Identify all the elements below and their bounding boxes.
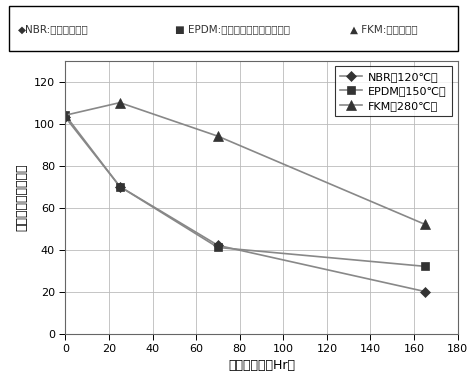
FKM（280℃） <box>117 100 123 105</box>
FKM（280℃） <box>422 222 428 227</box>
EPDM（150℃） <box>63 113 68 117</box>
EPDM（150℃） <box>422 264 428 269</box>
Line: FKM（280℃）: FKM（280℃） <box>61 98 430 229</box>
EPDM（150℃） <box>117 184 123 189</box>
Text: ▲ FKM:フッ素ゴム: ▲ FKM:フッ素ゴム <box>350 24 417 34</box>
Legend: NBR（120℃）, EPDM（150℃）, FKM（280℃）: NBR（120℃）, EPDM（150℃）, FKM（280℃） <box>334 66 452 116</box>
Text: ■ EPDM:エチレンプロピレンゴム: ■ EPDM:エチレンプロピレンゴム <box>175 24 290 34</box>
NBR（120℃） <box>422 289 428 294</box>
Line: EPDM（150℃）: EPDM（150℃） <box>62 111 429 270</box>
EPDM（150℃） <box>215 245 221 250</box>
NBR（120℃） <box>63 115 68 120</box>
Line: NBR（120℃）: NBR（120℃） <box>62 113 429 295</box>
Text: ◆NBR:ニトリルゴム: ◆NBR:ニトリルゴム <box>18 24 89 34</box>
Y-axis label: 抗張積保持率（％）: 抗張積保持率（％） <box>15 163 28 231</box>
NBR（120℃） <box>215 243 221 247</box>
FancyBboxPatch shape <box>9 6 458 51</box>
NBR（120℃） <box>117 184 123 189</box>
FKM（280℃） <box>63 113 68 117</box>
FKM（280℃） <box>215 134 221 138</box>
X-axis label: 熱老化時間（Hr）: 熱老化時間（Hr） <box>228 360 295 373</box>
